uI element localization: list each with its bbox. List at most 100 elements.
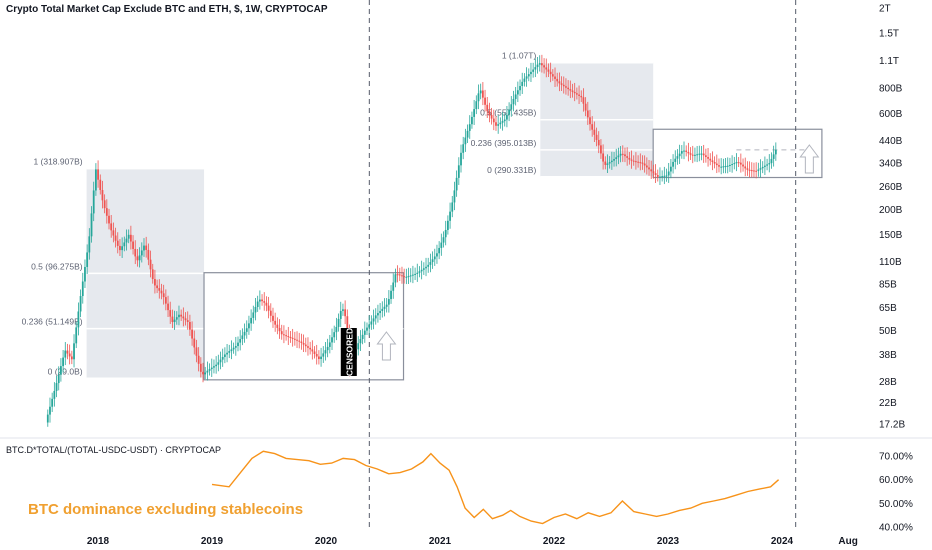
candle-body — [324, 350, 327, 354]
candle-body — [136, 256, 139, 261]
candle-body — [750, 170, 753, 172]
candle-body — [702, 153, 705, 156]
candle-body — [471, 116, 473, 125]
candle-body — [457, 165, 460, 178]
candle-body — [422, 268, 425, 270]
candle-body — [519, 86, 521, 91]
candle-body — [114, 235, 117, 241]
candle-body — [503, 119, 506, 122]
candle-body — [683, 150, 685, 152]
y-tick-28B: 28B — [879, 377, 897, 388]
candle-body — [385, 304, 388, 307]
candle-body — [169, 310, 172, 317]
up-arrow-2019-box — [376, 331, 397, 361]
candle-body — [134, 248, 137, 257]
fib-2018-label-1: 0.5 (96.275B) — [31, 261, 83, 271]
candle-body — [626, 156, 629, 158]
candle-body — [254, 306, 257, 313]
candle-body — [667, 171, 670, 176]
candle-body — [617, 155, 620, 158]
candle-body — [549, 71, 552, 75]
candle-body — [405, 276, 408, 278]
candle-body — [764, 165, 766, 167]
candle-body — [554, 76, 556, 79]
candle-body — [57, 374, 60, 384]
candle-body — [698, 153, 701, 155]
candle-body — [678, 153, 681, 157]
candle-body — [746, 168, 749, 170]
x-tick-2023: 2023 — [657, 536, 680, 547]
candle-body — [342, 309, 344, 311]
candle-body — [99, 179, 102, 191]
candle-body — [243, 331, 246, 336]
candle-body — [659, 176, 661, 178]
candle-body — [193, 338, 196, 348]
candle-body — [55, 383, 58, 391]
candle-body — [527, 74, 530, 77]
candle-body — [344, 309, 347, 317]
candle-body — [580, 95, 583, 98]
candle-body — [379, 310, 382, 314]
candle-body — [210, 367, 213, 370]
candle-body — [154, 279, 156, 286]
candle-body — [420, 269, 423, 272]
candle-body — [473, 109, 476, 117]
candle-body — [540, 63, 543, 66]
candle-body — [479, 90, 482, 94]
candle-body — [278, 327, 281, 332]
candle-body — [530, 71, 532, 75]
candle-body — [567, 87, 570, 90]
candle-body — [674, 158, 677, 162]
fib-2021-label-0: 1 (1.07T) — [502, 51, 537, 61]
candle-body — [374, 315, 377, 319]
y-tick-200B: 200B — [879, 205, 903, 216]
candle-body — [584, 103, 587, 111]
candle-body — [239, 339, 242, 343]
candle-body — [444, 229, 447, 238]
candle-body — [101, 190, 104, 201]
candle-body — [418, 271, 421, 273]
y-tick-800B: 800B — [879, 84, 903, 95]
candle-body — [508, 109, 511, 115]
candle-body — [62, 357, 64, 367]
candle-body — [713, 162, 716, 164]
y-tick-340B: 340B — [879, 158, 903, 169]
candle-body — [75, 327, 78, 344]
candle-body — [197, 355, 200, 364]
candle-body — [186, 320, 189, 322]
candle-body — [739, 162, 742, 165]
candle-body — [370, 321, 373, 325]
candle-body — [92, 190, 95, 214]
candle-body — [665, 175, 668, 177]
candle-body — [731, 164, 734, 166]
candle-body — [219, 359, 222, 363]
candle-body — [774, 149, 777, 155]
candle-body — [641, 162, 644, 164]
candle-body — [346, 316, 349, 334]
candle-body — [217, 362, 220, 365]
candle-body — [497, 124, 500, 126]
candle-body — [328, 342, 331, 347]
candle-body — [272, 315, 274, 321]
candle-body — [412, 274, 414, 276]
candle-body — [184, 318, 187, 321]
candle-body — [86, 252, 89, 267]
candle-body — [147, 249, 150, 260]
candle-body — [602, 153, 605, 162]
candle-body — [672, 161, 674, 167]
candle-body — [285, 335, 287, 337]
candle-body — [208, 369, 211, 371]
candle-body — [440, 242, 443, 248]
candle-body — [475, 101, 478, 110]
candle-body — [538, 63, 541, 65]
candle-body — [302, 342, 305, 345]
candle-body — [103, 200, 106, 209]
candle-body — [431, 259, 434, 263]
candle-body — [70, 356, 73, 360]
candle-body — [582, 97, 585, 104]
candle-body — [521, 81, 524, 87]
candle-body — [250, 317, 253, 324]
candle-body — [398, 274, 401, 276]
candle-body — [735, 162, 738, 164]
candle-body — [304, 344, 307, 347]
